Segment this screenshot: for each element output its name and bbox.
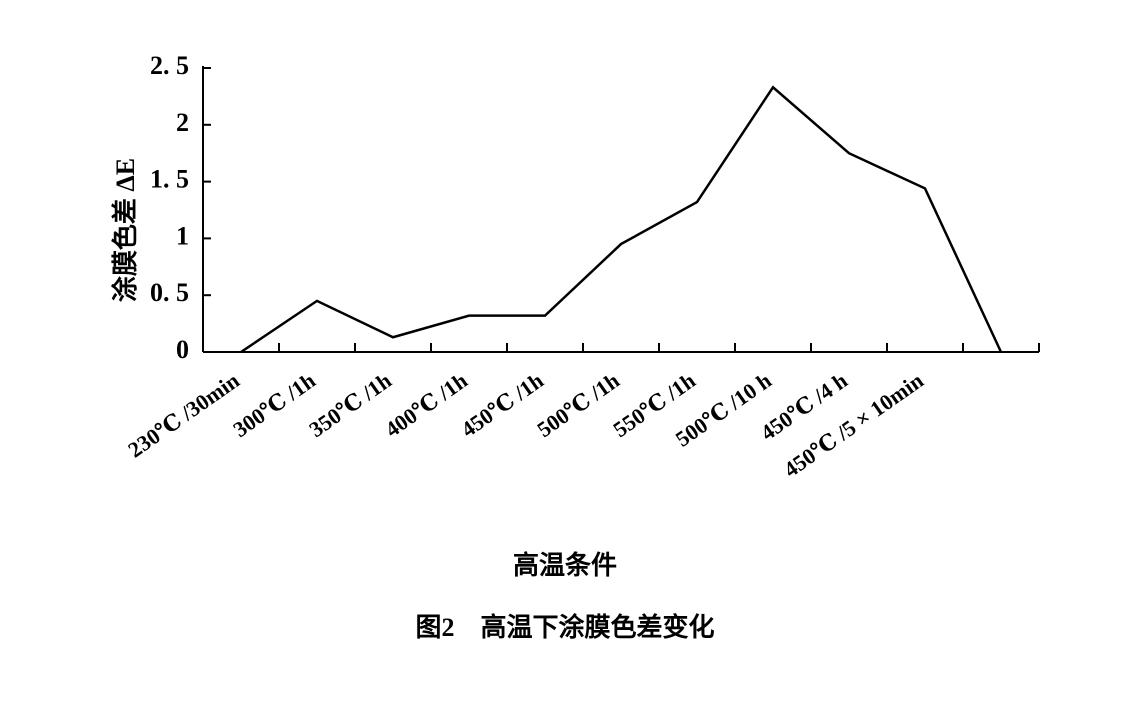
y-tick-label: 2 bbox=[176, 108, 189, 137]
x-tick-label: 350℃ /1h bbox=[304, 368, 396, 443]
y-tick-label: 0. 5 bbox=[150, 278, 189, 307]
x-tick-label: 230℃ /30min bbox=[123, 368, 244, 463]
y-axis-label: 涂膜色差 ΔE bbox=[110, 158, 140, 302]
x-tick-label: 500℃ /1h bbox=[532, 368, 624, 443]
data-line bbox=[240, 85, 1003, 354]
x-tick-label: 450℃ /5 × 10min bbox=[779, 368, 928, 483]
y-tick-label: 2. 5 bbox=[150, 51, 189, 80]
y-tick-label: 1 bbox=[176, 221, 189, 250]
x-tick-label: 300℃ /1h bbox=[228, 368, 320, 443]
x-tick-label: 450℃ /1h bbox=[456, 368, 548, 443]
y-tick-label: 1. 5 bbox=[150, 165, 189, 194]
y-tick-label: 0 bbox=[176, 335, 189, 364]
x-axis-label: 高温条件 bbox=[513, 550, 617, 580]
x-tick-label: 400℃ /1h bbox=[380, 368, 472, 443]
caption: 图2 高温下涂膜色差变化 bbox=[415, 612, 714, 642]
